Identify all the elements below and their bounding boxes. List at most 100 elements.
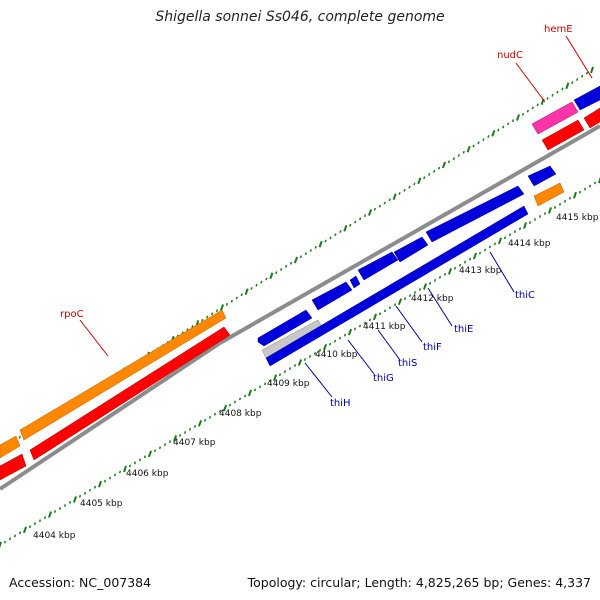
gene-blue-3[interactable] bbox=[349, 275, 361, 289]
gene-labels: rpoC nudC hemE thiH thiG thiS thiF thiE … bbox=[60, 24, 573, 409]
major-tick bbox=[590, 66, 594, 74]
major-tick bbox=[397, 298, 403, 306]
minor-tick bbox=[314, 245, 317, 249]
minor-tick bbox=[18, 531, 22, 535]
minor-tick bbox=[428, 281, 432, 285]
kbp-label: 4410 kbp bbox=[315, 350, 358, 360]
minor-tick bbox=[108, 476, 112, 480]
major-tick bbox=[447, 267, 453, 275]
major-tick bbox=[472, 252, 478, 260]
minor-tick bbox=[233, 400, 237, 404]
minor-tick bbox=[521, 112, 525, 116]
minor-tick bbox=[128, 464, 132, 468]
gene-blue-long[interactable] bbox=[265, 205, 529, 367]
gene-blue-4[interactable] bbox=[357, 251, 399, 281]
gene-blue-7[interactable] bbox=[527, 165, 557, 187]
minor-tick bbox=[228, 403, 232, 407]
minor-tick bbox=[503, 236, 507, 240]
kbp-label: 4412 kbp bbox=[411, 294, 454, 304]
minor-tick bbox=[338, 336, 342, 340]
minor-tick bbox=[113, 473, 117, 477]
genome-backbone bbox=[0, 341, 222, 491]
minor-tick bbox=[568, 196, 572, 200]
major-tick bbox=[548, 207, 552, 214]
gene-blue-1[interactable] bbox=[257, 309, 313, 347]
major-tick bbox=[147, 450, 153, 458]
gene-blue-5[interactable] bbox=[393, 236, 429, 263]
minor-tick bbox=[178, 434, 182, 437]
minor-tick bbox=[447, 160, 451, 164]
gene-label-thiF[interactable]: thiF bbox=[423, 342, 442, 353]
gene-red-right-2[interactable] bbox=[583, 107, 600, 129]
gene-red-right[interactable] bbox=[541, 119, 585, 151]
gene-red-left[interactable] bbox=[0, 453, 27, 481]
minor-tick bbox=[263, 382, 267, 386]
minor-tick bbox=[243, 394, 247, 398]
minor-tick bbox=[453, 266, 457, 270]
minor-tick bbox=[133, 461, 137, 465]
minor-tick bbox=[275, 271, 278, 275]
gene-red-long[interactable] bbox=[29, 326, 231, 461]
minor-tick bbox=[403, 188, 406, 192]
minor-tick bbox=[43, 516, 47, 520]
major-tick bbox=[516, 114, 520, 121]
major-tick bbox=[347, 328, 353, 336]
minor-tick bbox=[260, 280, 263, 284]
minor-tick bbox=[33, 522, 37, 526]
gene-orange-left[interactable] bbox=[0, 435, 21, 459]
major-tick bbox=[244, 288, 249, 296]
major-tick bbox=[269, 272, 274, 280]
major-tick bbox=[22, 526, 28, 534]
gene-label-thiE[interactable]: thiE bbox=[454, 324, 473, 335]
minor-tick bbox=[38, 519, 42, 523]
gene-label-nudC[interactable]: nudC bbox=[497, 50, 523, 61]
minor-tick bbox=[13, 534, 17, 538]
major-tick bbox=[272, 374, 278, 382]
minor-tick bbox=[289, 261, 293, 265]
gene-nudC[interactable] bbox=[531, 101, 579, 135]
minor-tick bbox=[304, 252, 308, 256]
gene-label-thiS[interactable]: thiS bbox=[398, 358, 417, 369]
gene-label-thiG[interactable]: thiG bbox=[373, 373, 394, 384]
minor-tick bbox=[353, 327, 357, 331]
minor-tick bbox=[324, 239, 327, 243]
gene-features bbox=[0, 85, 600, 481]
minor-tick bbox=[138, 458, 142, 462]
minor-tick bbox=[313, 351, 317, 355]
minor-tick bbox=[191, 325, 194, 328]
major-tick bbox=[172, 435, 178, 442]
minor-tick bbox=[497, 128, 500, 132]
minor-tick bbox=[593, 181, 597, 185]
minor-tick bbox=[551, 93, 554, 97]
minor-tick bbox=[506, 122, 510, 126]
minor-tick bbox=[488, 245, 492, 249]
minor-tick bbox=[462, 150, 465, 154]
gene-blue-2[interactable] bbox=[311, 281, 353, 311]
gene-blue-6[interactable] bbox=[425, 185, 525, 243]
gene-orange-right[interactable] bbox=[533, 182, 565, 207]
gene-label-thiC[interactable]: thiC bbox=[515, 290, 535, 301]
minor-tick bbox=[158, 446, 162, 450]
gene-label-thiH[interactable]: thiH bbox=[330, 398, 351, 409]
minor-tick bbox=[183, 431, 187, 434]
gene-label-hemE[interactable]: hemE bbox=[544, 24, 573, 35]
minor-tick bbox=[511, 119, 515, 123]
major-tick bbox=[598, 176, 600, 184]
minor-tick bbox=[53, 510, 57, 513]
minor-tick bbox=[193, 424, 197, 428]
minor-tick bbox=[388, 198, 391, 202]
minor-tick bbox=[538, 215, 542, 218]
gene-rpoC-top[interactable] bbox=[19, 309, 227, 441]
major-tick bbox=[417, 177, 422, 185]
gene-label-rpoC[interactable]: rpoC bbox=[60, 309, 84, 320]
minor-tick bbox=[472, 144, 475, 148]
major-tick bbox=[466, 145, 471, 153]
minor-tick bbox=[329, 236, 332, 240]
minor-tick bbox=[318, 348, 322, 352]
kbp-label: 4408 kbp bbox=[219, 409, 262, 419]
minor-tick bbox=[526, 109, 530, 113]
kbp-label: 4406 kbp bbox=[126, 469, 169, 479]
minor-tick bbox=[265, 277, 268, 281]
gene-hemE[interactable] bbox=[573, 85, 600, 111]
minor-tick bbox=[308, 354, 312, 358]
